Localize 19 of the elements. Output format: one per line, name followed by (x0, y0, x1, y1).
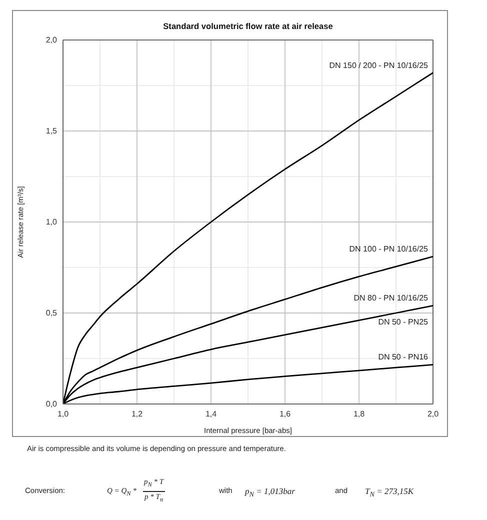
series-label: DN 100 - PN 10/16/25 (349, 244, 429, 254)
chart-title: Standard volumetric flow rate at air release (162, 21, 334, 31)
x-tick-label: 2,0 (427, 410, 440, 418)
y-tick-label: 1,5 (46, 126, 58, 136)
text: p$_{N}$ = 1,013bar (245, 485, 295, 501)
text: T$_{N}$ = 273,15K (365, 485, 414, 501)
x-tick-label: 1,0 (57, 410, 70, 418)
series-label: DN 80 - PN 10/16/25 (354, 293, 429, 302)
y-tick-label: 2,0 (46, 36, 58, 44)
y-tick-label: 0,5 (46, 308, 58, 318)
annotation: DN 50 - PN25 (378, 317, 429, 326)
series-label: DN 50 - PN16 (378, 352, 429, 362)
series-label: DN 150 / 200 - PN 10/16/25 (329, 60, 429, 70)
x-tick-label: 1,4 (205, 410, 218, 418)
x-tick-label: 1,6 (279, 410, 292, 418)
y-tick-label: 0,0 (46, 400, 58, 408)
y-tick-label: 1,0 (46, 218, 58, 226)
x-tick-label: 1,2 (131, 410, 144, 418)
x-tick-label: 1,8 (353, 410, 366, 418)
